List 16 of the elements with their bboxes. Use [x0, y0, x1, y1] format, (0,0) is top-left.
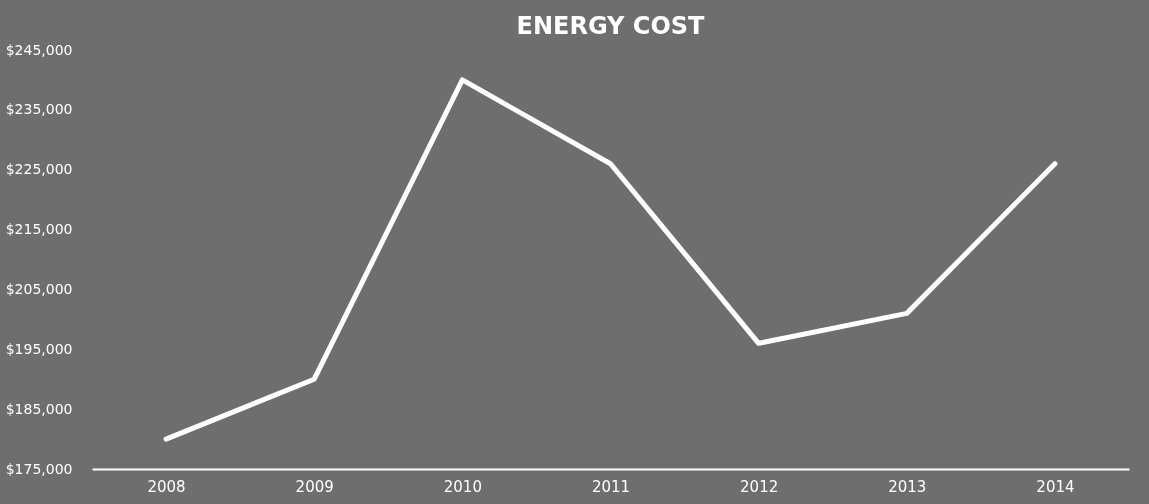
y-tick-label: $205,000: [5, 280, 73, 297]
x-tick-label: 2013: [888, 477, 927, 496]
x-tick-label: 2008: [147, 477, 186, 496]
x-tick-label: 2014: [1036, 477, 1075, 496]
chart-title: ENERGY COST: [516, 12, 706, 40]
y-tick-label: $215,000: [5, 221, 73, 238]
y-tick-label: $245,000: [5, 41, 73, 58]
x-tick-label: 2009: [295, 477, 334, 496]
x-tick-label: 2012: [740, 477, 779, 496]
y-tick-label: $195,000: [5, 340, 73, 357]
x-tick-label: 2011: [591, 477, 631, 496]
x-tick-label: 2010: [443, 477, 482, 496]
y-tick-label: $225,000: [5, 161, 73, 178]
y-tick-label: $235,000: [5, 101, 73, 118]
y-tick-label: $185,000: [5, 400, 73, 417]
y-tick-label: $175,000: [5, 460, 73, 477]
